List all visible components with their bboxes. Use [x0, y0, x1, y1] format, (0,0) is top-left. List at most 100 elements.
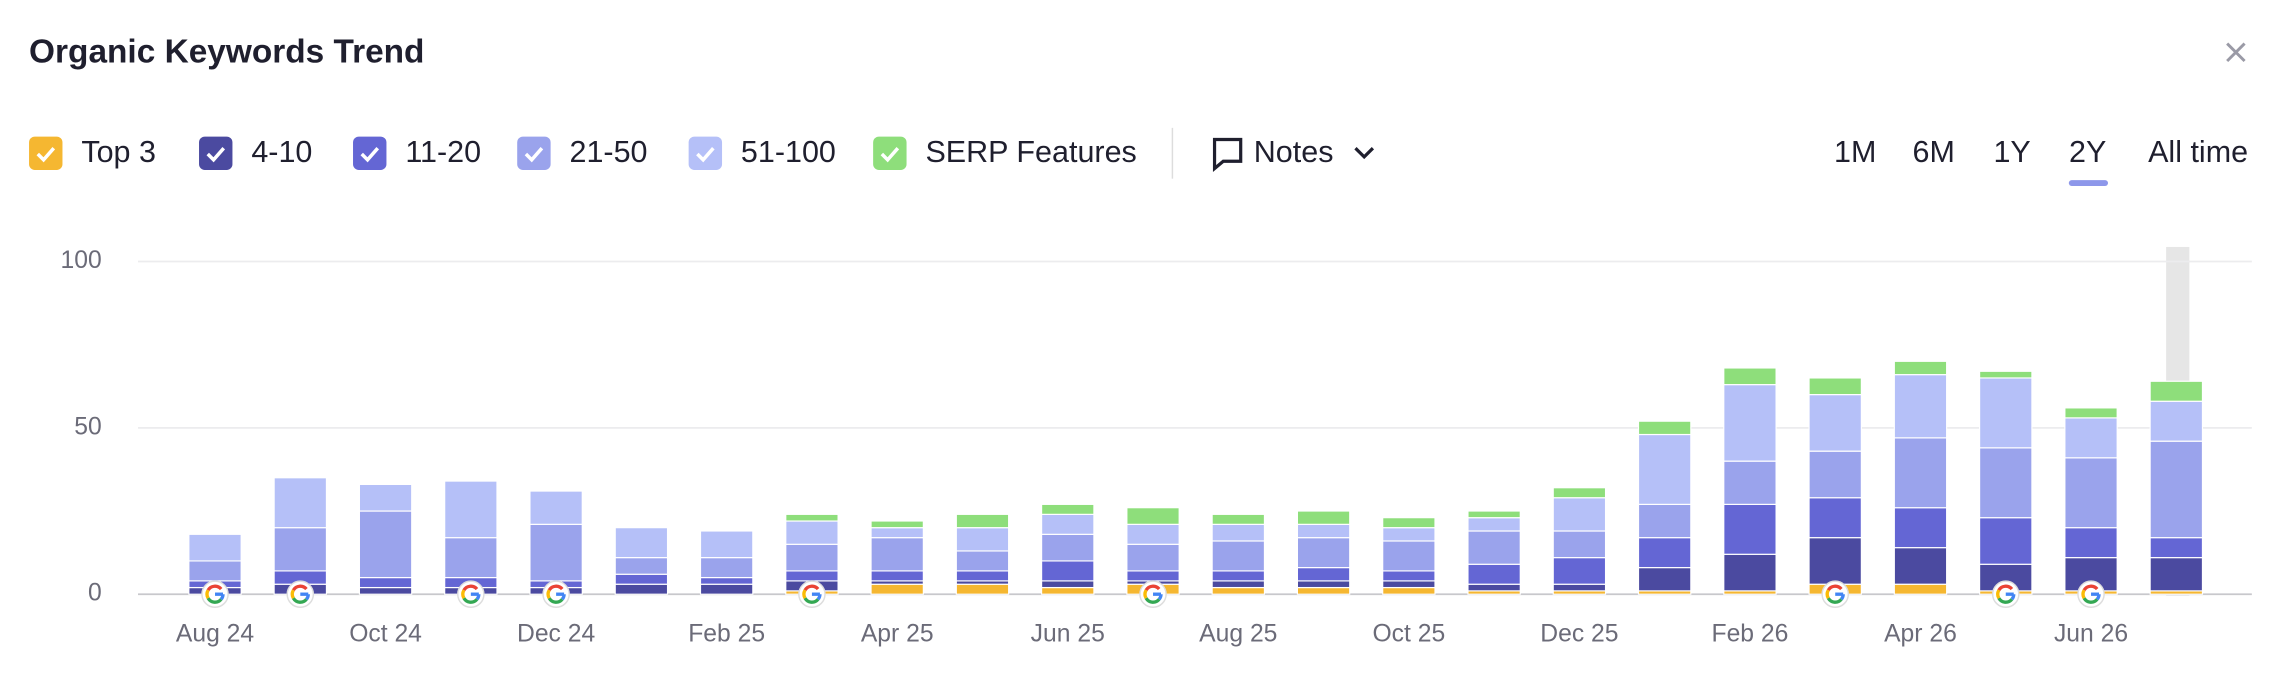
range-button[interactable]: 2Y [2069, 135, 2106, 169]
bar-segment [1467, 517, 1521, 532]
legend-label[interactable]: 51-100 [741, 135, 836, 169]
x-tick-label: Jun 26 [2054, 620, 2128, 647]
google-marker-arc [1826, 597, 1843, 604]
bar-segment [870, 537, 924, 572]
range-button[interactable]: 1M [1834, 135, 1876, 169]
bar-segment [870, 520, 924, 529]
bar-segment [699, 530, 754, 559]
bar-segment [1382, 517, 1436, 529]
google-marker-arc [1996, 589, 2001, 600]
bar-segment [1041, 513, 1095, 535]
google-marker-arc [290, 589, 295, 600]
legend-checkbox[interactable] [353, 136, 387, 170]
bar-segment [2064, 527, 2118, 559]
notes-button[interactable]: Notes [1254, 135, 1334, 169]
legend-check[interactable] [360, 147, 380, 163]
google-marker-arc [206, 584, 223, 592]
legend-label[interactable]: 4-10 [251, 135, 312, 169]
legend-check[interactable] [36, 147, 56, 163]
active-range-underline [2068, 180, 2109, 186]
legend-label[interactable]: SERP Features [925, 135, 1136, 169]
y-tick-label: 100 [60, 247, 101, 274]
bar-segment [1126, 543, 1180, 572]
bar-segment [1637, 503, 1692, 539]
bar-segment [1382, 540, 1436, 572]
bar-segment [1382, 580, 1436, 589]
bar-segment [1211, 513, 1266, 525]
bar-segment [273, 527, 328, 572]
notes-icon[interactable] [1212, 137, 1375, 172]
bar-segment [1041, 586, 1095, 595]
legend-checkbox[interactable] [873, 136, 907, 170]
bar-segment [955, 527, 1010, 552]
bar-segment [358, 576, 413, 589]
close-button[interactable] [2226, 42, 2246, 63]
legend-check[interactable] [696, 147, 715, 163]
bar-segment [955, 550, 1010, 572]
bar-segment [188, 533, 242, 562]
legend-checkbox[interactable] [29, 136, 63, 170]
bar-segment [1637, 433, 1692, 505]
bar-segment [1723, 553, 1777, 592]
range-button[interactable]: 6M [1912, 135, 1954, 169]
bar-segment [2149, 440, 2204, 539]
legend-label[interactable]: 21-50 [570, 135, 648, 169]
google-marker-arc [2082, 597, 2099, 604]
google-marker-arc [305, 594, 310, 601]
bar-segment [2064, 457, 2118, 529]
bar-segment [1126, 507, 1180, 525]
range-button[interactable]: All time [2148, 135, 2248, 169]
bar-segment [1552, 530, 1607, 559]
legend-checkbox[interactable] [688, 136, 723, 170]
bar-segment [1467, 563, 1521, 585]
bar-segment [1211, 580, 1266, 589]
bar-segment [1552, 487, 1607, 499]
bar-segment [358, 586, 413, 595]
bar-segment [1979, 447, 2033, 519]
google-marker-arc [462, 584, 479, 592]
x-tick-label: Aug 25 [1199, 620, 1277, 647]
x-tick-label: Aug 24 [176, 620, 254, 647]
legend-check[interactable] [524, 147, 544, 163]
x-tick-label: Apr 26 [1884, 620, 1957, 647]
range-button[interactable]: 1Y [1993, 135, 2030, 169]
legend-label[interactable]: Top 3 [81, 135, 156, 169]
bar-segment [1893, 374, 1948, 439]
legend-checkbox[interactable] [199, 136, 233, 170]
bar-segment [614, 557, 669, 575]
bar-segment [2149, 537, 2204, 559]
bar-segment [1382, 570, 1436, 582]
bar-segment [1467, 530, 1521, 565]
bar-segment [1467, 510, 1521, 519]
bar-segment [1893, 437, 1948, 509]
legend-check[interactable] [880, 147, 900, 163]
bar-segment [1041, 503, 1095, 515]
bar-segment [785, 520, 839, 545]
bar-segment [955, 570, 1010, 582]
google-marker-arc [547, 584, 564, 592]
bar-segment [1808, 537, 1862, 585]
bar-segment [1296, 567, 1351, 582]
bar-segment [1211, 586, 1266, 595]
bar-segment [444, 480, 498, 539]
bar-segment [699, 557, 754, 579]
bar-segment [1637, 420, 1692, 436]
legend-label[interactable]: 11-20 [405, 135, 481, 169]
bar-segment [1723, 367, 1777, 386]
google-marker-arc [291, 584, 308, 592]
bar-segment [870, 583, 924, 595]
bar-segment [1893, 360, 1948, 376]
panel-title: Organic Keywords Trend [29, 34, 424, 71]
legend-checkbox[interactable] [517, 136, 551, 170]
bar-segment [1808, 394, 1862, 452]
bar-segment [955, 583, 1010, 595]
bar-segment [1552, 497, 1607, 532]
google-marker-arc [1143, 589, 1148, 600]
bar-segment [1893, 547, 1948, 585]
bar-segment [2064, 417, 2118, 459]
legend-check[interactable] [206, 147, 226, 163]
bar-segment [1211, 540, 1266, 572]
bar-segment [1723, 460, 1777, 505]
bar-segment [785, 513, 839, 522]
